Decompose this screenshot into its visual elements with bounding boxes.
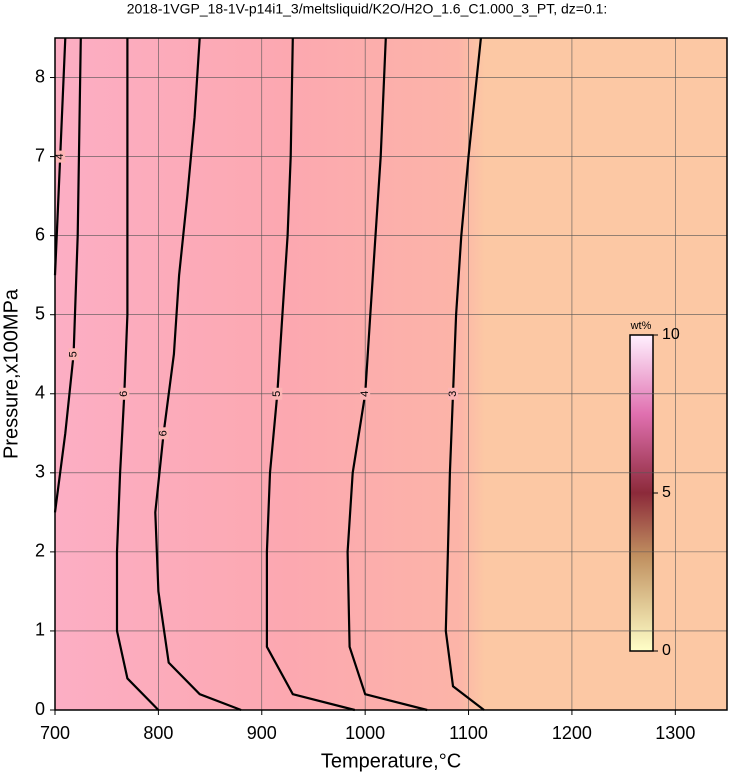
contour-label-bg	[272, 387, 283, 400]
contour-label: 6	[118, 391, 130, 397]
y-tick-label: 1	[35, 620, 45, 640]
x-axis-label: Temperature,°C	[321, 750, 461, 772]
colorbar	[629, 334, 654, 652]
contour-label: 4	[359, 391, 371, 397]
contour-line	[444, 37, 485, 711]
x-tick-label: 800	[143, 723, 173, 743]
contour-line	[265, 37, 356, 712]
contour-label: 5	[68, 351, 80, 357]
x-tick-label: 900	[247, 723, 277, 743]
chart-title: 2018-1VGP_18-1V-p14i1_3/meltsliquid/K2O/…	[127, 1, 608, 17]
colorbar-tick-label: 0	[662, 642, 671, 659]
contour-label-bg	[68, 348, 79, 361]
y-tick-label: 3	[35, 462, 45, 482]
contour-label-bg	[360, 387, 371, 400]
y-tick-label: 2	[35, 541, 45, 561]
y-tick-label: 7	[35, 145, 45, 165]
contour-label: 5	[271, 391, 283, 397]
x-tick-label: 1100	[449, 723, 488, 743]
contour-label-bg	[119, 387, 130, 400]
contour-label-bg	[448, 387, 459, 400]
x-tick-label: 1000	[345, 723, 385, 743]
contour-label-bg	[158, 427, 169, 440]
contour-label-bg	[55, 150, 66, 163]
plot-area	[55, 38, 727, 710]
contour-label: 3	[447, 391, 459, 397]
colorbar-label: wt%	[630, 320, 652, 332]
y-tick-label: 8	[35, 66, 45, 86]
y-axis-label: Pressure,x100MPa	[0, 288, 22, 459]
x-tick-label: 1300	[655, 723, 695, 743]
contour-label: 4	[54, 154, 66, 160]
y-tick-label: 4	[35, 383, 45, 403]
colorbar-tick-label: 5	[662, 484, 671, 501]
contour-line	[115, 38, 160, 711]
colorbar-tick-label: 10	[662, 326, 680, 343]
contour-line	[346, 37, 428, 712]
y-tick-label: 6	[35, 224, 45, 244]
contour-label: 6	[157, 430, 169, 436]
plot-border	[54, 37, 728, 711]
y-tick-label: 0	[35, 699, 45, 719]
x-tick-label: 1200	[552, 723, 592, 743]
x-tick-label: 700	[40, 723, 70, 743]
y-tick-label: 5	[35, 303, 45, 323]
